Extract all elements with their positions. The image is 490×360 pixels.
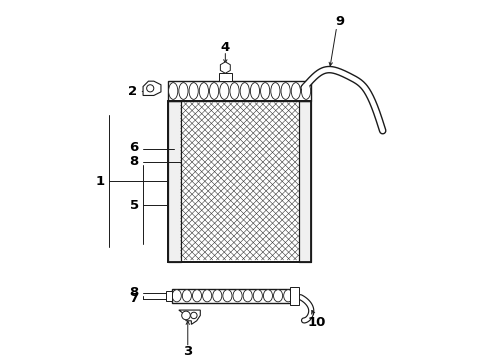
Ellipse shape <box>301 83 311 99</box>
Ellipse shape <box>271 83 280 99</box>
Ellipse shape <box>240 83 249 99</box>
Circle shape <box>182 311 190 320</box>
Bar <box>166 291 172 301</box>
Text: 8: 8 <box>129 156 139 168</box>
Bar <box>298 101 311 262</box>
Ellipse shape <box>182 290 192 302</box>
Ellipse shape <box>243 290 252 302</box>
Circle shape <box>147 85 154 92</box>
Ellipse shape <box>264 290 272 302</box>
Ellipse shape <box>169 83 178 99</box>
Bar <box>168 101 181 262</box>
Text: 7: 7 <box>129 292 139 305</box>
Ellipse shape <box>202 290 212 302</box>
Bar <box>168 101 311 262</box>
Ellipse shape <box>284 290 293 302</box>
Ellipse shape <box>189 83 198 99</box>
Bar <box>168 81 311 101</box>
Bar <box>172 289 294 303</box>
Bar <box>290 287 298 305</box>
Ellipse shape <box>261 83 270 99</box>
Ellipse shape <box>172 290 181 302</box>
Text: 4: 4 <box>220 41 230 54</box>
Text: 9: 9 <box>336 15 345 28</box>
Ellipse shape <box>179 83 188 99</box>
Text: 2: 2 <box>128 85 137 98</box>
Ellipse shape <box>220 83 229 99</box>
Ellipse shape <box>253 290 262 302</box>
Ellipse shape <box>230 83 239 99</box>
Ellipse shape <box>199 83 208 99</box>
Bar <box>298 101 311 262</box>
Text: 5: 5 <box>129 199 139 212</box>
Ellipse shape <box>281 83 290 99</box>
Ellipse shape <box>291 83 300 99</box>
Circle shape <box>191 312 197 319</box>
Text: 1: 1 <box>96 175 105 188</box>
Text: 8: 8 <box>129 287 139 300</box>
Ellipse shape <box>273 290 283 302</box>
Bar <box>219 73 232 81</box>
Ellipse shape <box>223 290 232 302</box>
Bar <box>168 101 181 262</box>
Ellipse shape <box>213 290 222 302</box>
Text: 3: 3 <box>183 345 193 358</box>
Ellipse shape <box>193 290 201 302</box>
Ellipse shape <box>210 83 219 99</box>
Ellipse shape <box>233 290 242 302</box>
Text: 10: 10 <box>307 316 326 329</box>
Ellipse shape <box>250 83 260 99</box>
Text: 6: 6 <box>129 141 139 154</box>
Polygon shape <box>143 81 161 95</box>
Polygon shape <box>179 310 200 324</box>
Bar <box>168 101 311 262</box>
